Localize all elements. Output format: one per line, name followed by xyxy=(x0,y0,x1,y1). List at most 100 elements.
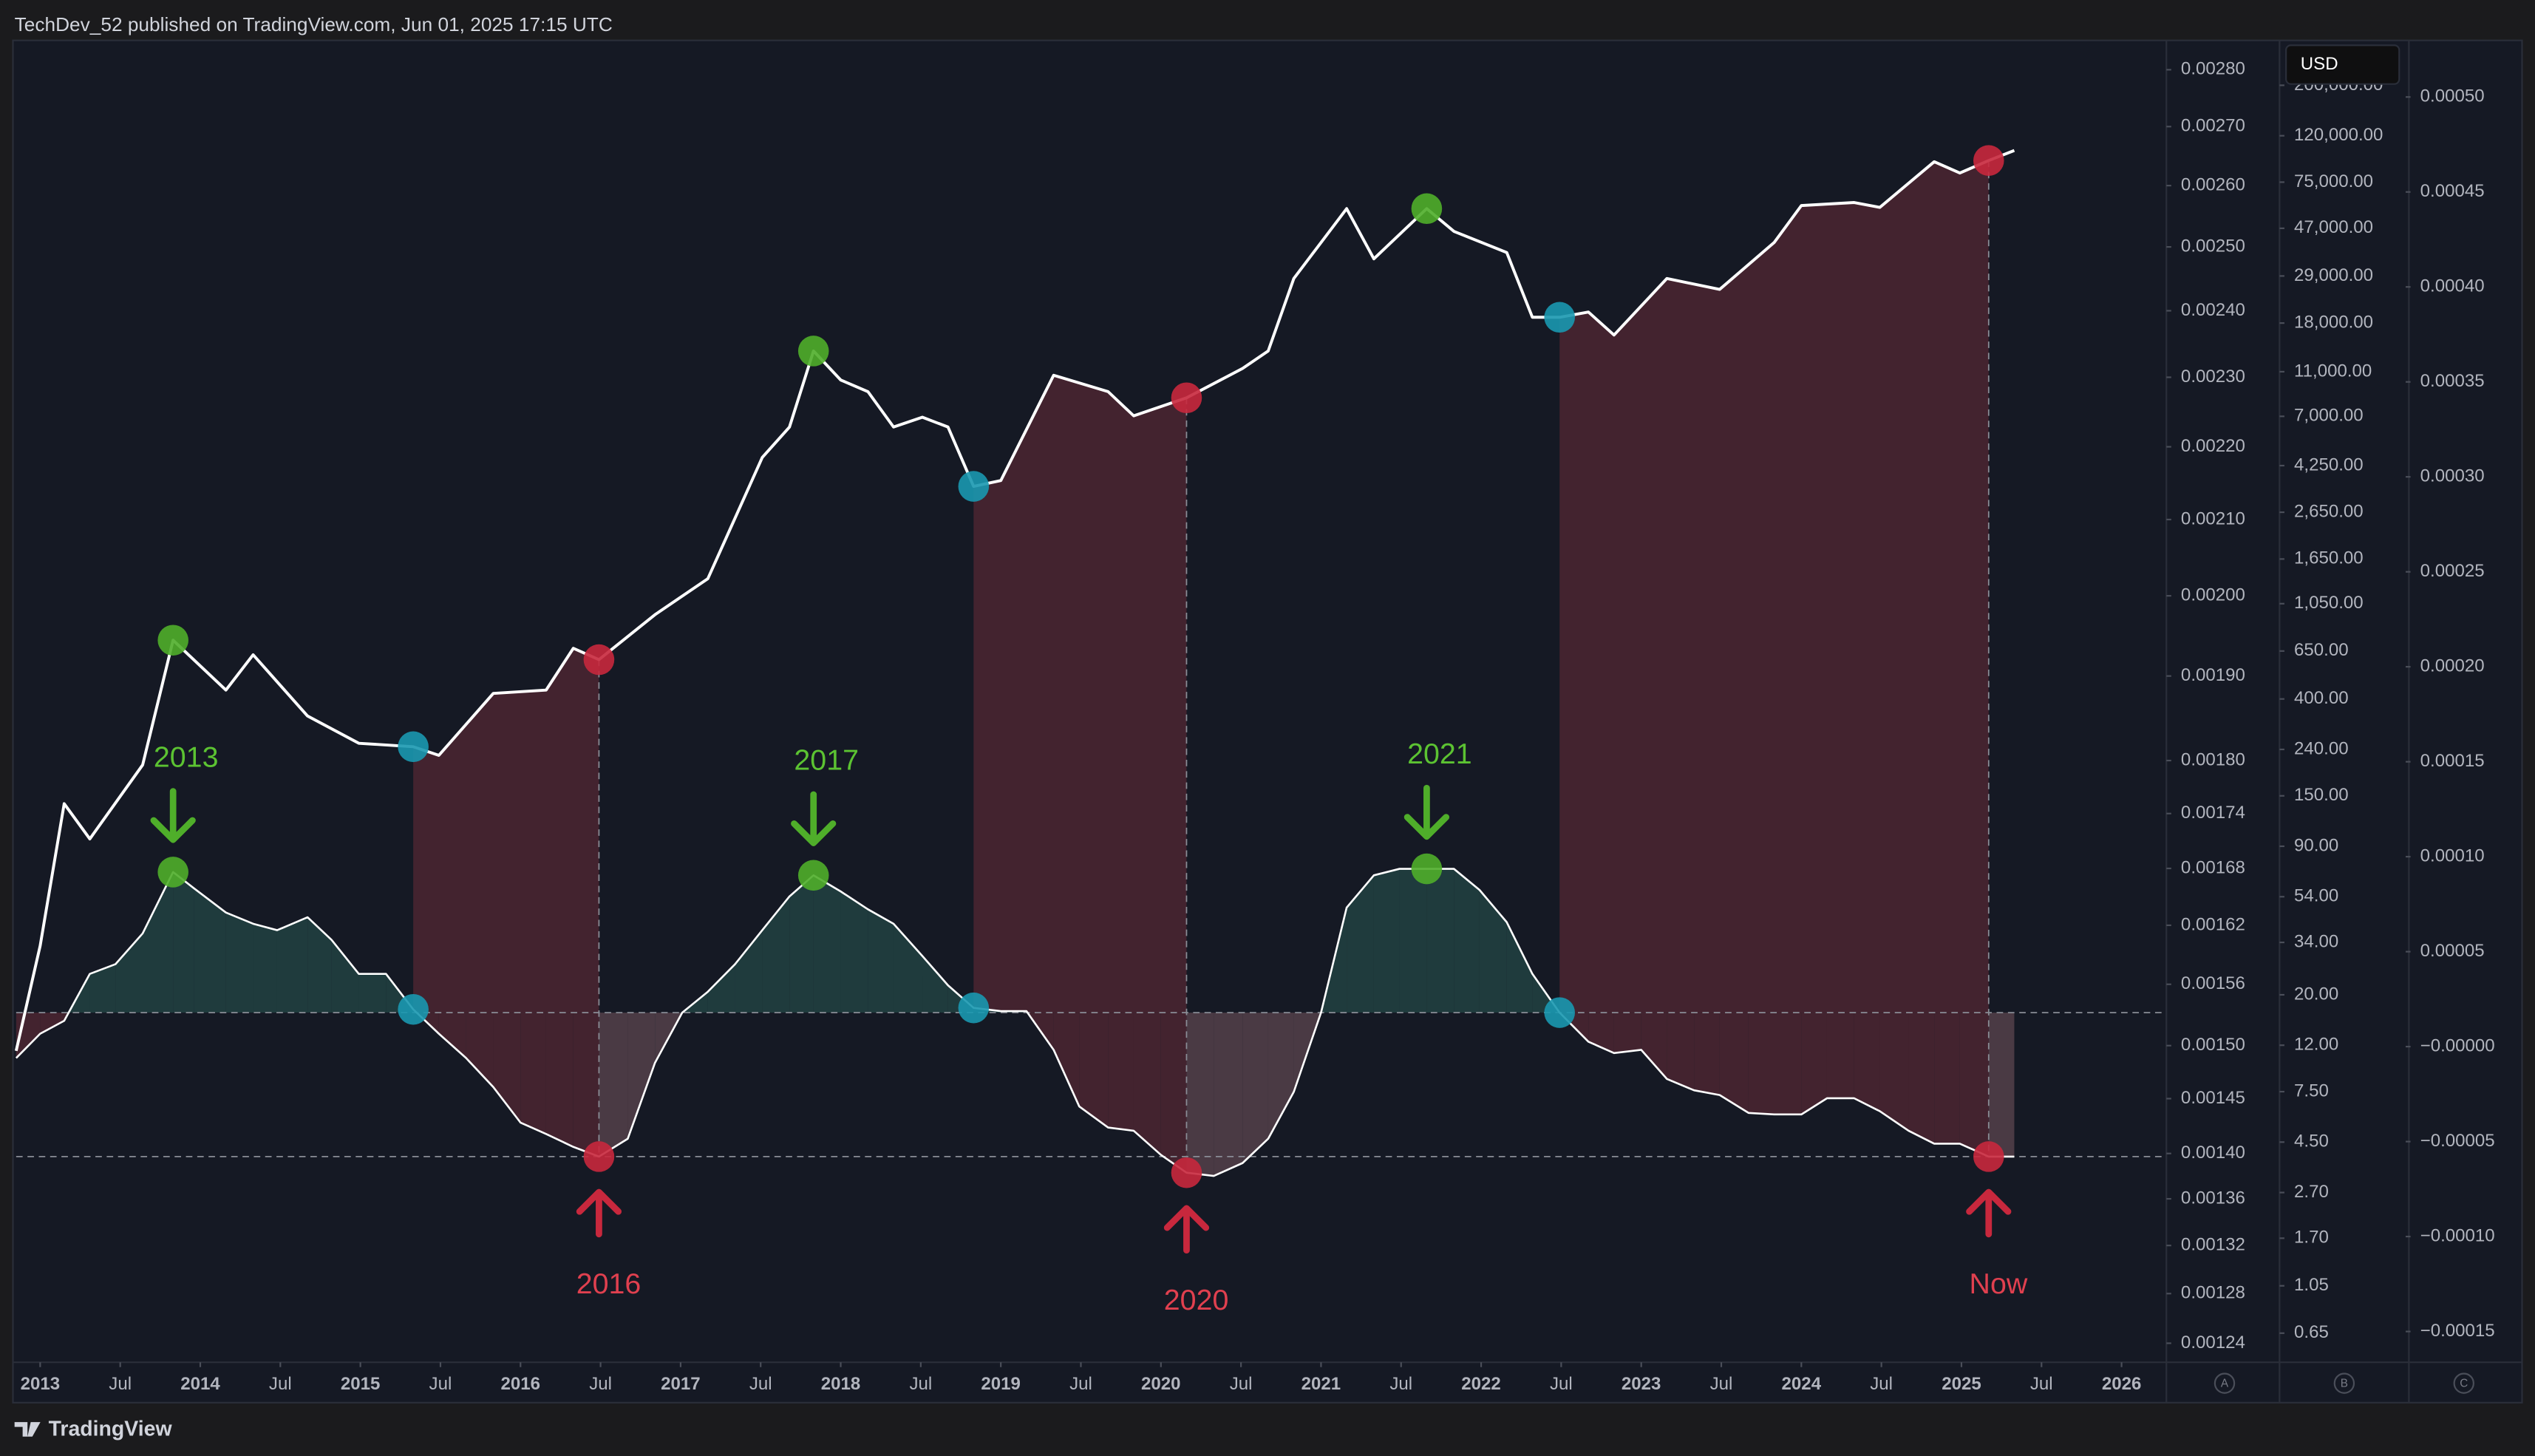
oscillator-fill xyxy=(1801,1013,1827,1115)
y-tick-label: 34.00 xyxy=(2294,931,2338,951)
oscillator-fill xyxy=(1053,1013,1080,1107)
oscillator-fill xyxy=(331,939,359,1013)
y-tick-label: 0.00025 xyxy=(2420,561,2485,581)
y-tick-label: 54.00 xyxy=(2294,886,2338,906)
signal-marker xyxy=(1171,382,1202,414)
oscillator-fill xyxy=(1506,922,1533,1013)
y-tick-label: 0.00220 xyxy=(2181,436,2245,456)
y-tick-label: 2,650.00 xyxy=(2294,501,2364,521)
y-tick-label: 7,000.00 xyxy=(2294,406,2364,426)
arrow xyxy=(1163,1205,1210,1254)
oscillator-fill xyxy=(922,956,948,1013)
y-tick-label: 0.00005 xyxy=(2420,941,2485,961)
signal-marker xyxy=(958,471,990,502)
y-tick-label: 0.00140 xyxy=(2181,1143,2245,1163)
y-tick-label: 400.00 xyxy=(2294,688,2349,708)
oscillator-fill xyxy=(894,923,923,1013)
signal-marker xyxy=(1973,145,2004,176)
y-tick-label: 0.00162 xyxy=(2181,914,2245,934)
oscillator-fill xyxy=(1988,1013,2015,1157)
signal-marker xyxy=(1544,997,1575,1028)
oscillator-fill xyxy=(173,871,194,1013)
x-tick-label: 2024 xyxy=(1782,1374,1822,1394)
axis-letter-badge xyxy=(2333,1372,2355,1394)
y-tick-label: 1.05 xyxy=(2294,1275,2329,1295)
oscillator-fill xyxy=(1399,868,1427,1013)
x-tick-label: 2022 xyxy=(1461,1374,1501,1394)
signal-band xyxy=(1559,160,1989,1013)
y-tick-label: 0.00190 xyxy=(2181,665,2245,685)
y-tick-label: 0.65 xyxy=(2294,1322,2329,1342)
y-tick-label: 1,050.00 xyxy=(2294,593,2364,613)
axis-letter: A xyxy=(2221,1378,2229,1390)
oscillator-fill xyxy=(840,891,868,1013)
y-tick-label: 0.00045 xyxy=(2420,181,2485,201)
axis-letter-badge xyxy=(2453,1372,2474,1394)
arrow xyxy=(1403,784,1450,840)
oscillator-fill xyxy=(307,917,332,1013)
oscillator-fill xyxy=(1347,875,1374,1013)
annotation: 2017 xyxy=(794,744,859,777)
oscillator-fill xyxy=(1826,1013,1854,1098)
arrow xyxy=(1966,1188,2012,1238)
y-tick-label: 0.00156 xyxy=(2181,973,2245,993)
y-tick-label: 0.00168 xyxy=(2181,857,2245,877)
y-tick-label: 12.00 xyxy=(2294,1035,2338,1055)
arrow xyxy=(576,1188,622,1238)
y-tick-label: 47,000.00 xyxy=(2294,217,2373,237)
annotation: 2016 xyxy=(576,1268,642,1300)
oscillator-fill xyxy=(1959,1013,1989,1157)
signal-marker xyxy=(797,336,829,367)
oscillator-fill xyxy=(438,1013,466,1058)
x-tick-label: Jul xyxy=(749,1374,772,1394)
oscillator-fill xyxy=(1613,1013,1641,1053)
header: TechDev_52 published on TradingView.com,… xyxy=(15,13,613,35)
x-tick-label: 2015 xyxy=(341,1374,381,1394)
y-tick-label: 29,000.00 xyxy=(2294,265,2373,285)
y-tick-label: 0.00240 xyxy=(2181,300,2245,320)
y-tick-label: 1.70 xyxy=(2294,1228,2329,1248)
y-tick-label: 0.00145 xyxy=(2181,1088,2245,1108)
y-tick-label: 0.00124 xyxy=(2181,1333,2245,1353)
signal-marker xyxy=(797,860,829,891)
x-tick-label: 2025 xyxy=(1942,1374,1981,1394)
y-tick-label: −0.00000 xyxy=(2420,1035,2495,1055)
oscillator-fill xyxy=(194,888,226,1013)
oscillator-fill xyxy=(466,1013,494,1087)
axis-letter: B xyxy=(2341,1378,2348,1390)
signal-marker xyxy=(398,993,429,1025)
oscillator-fill xyxy=(1186,1013,1214,1177)
oscillator-fill xyxy=(253,923,277,1013)
oscillator-fill xyxy=(707,964,735,1013)
oscillator-fill xyxy=(276,917,308,1013)
signal-marker xyxy=(157,857,188,888)
oscillator-fill xyxy=(868,909,894,1013)
y-tick-label: 0.00050 xyxy=(2420,86,2485,106)
x-tick-label: Jul xyxy=(429,1374,452,1394)
x-tick-label: 2019 xyxy=(981,1374,1021,1394)
x-tick-label: Jul xyxy=(909,1374,932,1394)
y-tick-label: 0.00015 xyxy=(2420,751,2485,771)
signal-marker xyxy=(1411,853,1443,885)
oscillator-fill xyxy=(1079,1013,1109,1128)
oscillator-fill xyxy=(1719,1013,1749,1113)
oscillator-fill xyxy=(735,930,763,1013)
arrow xyxy=(150,788,196,843)
y-tick-label: 0.00200 xyxy=(2181,585,2245,605)
y-tick-label: 0.00174 xyxy=(2181,803,2245,823)
oscillator-fill xyxy=(1854,1013,1880,1112)
axes: 0.00280 0.00270 0.00260 0.00250 0.00240 0.002… xyxy=(21,59,2495,1394)
oscillator-fill xyxy=(89,964,116,1013)
y-tick-label: 0.00280 xyxy=(2181,59,2245,79)
oscillator-fill xyxy=(1160,1013,1187,1173)
oscillator-fill xyxy=(1373,868,1400,1013)
x-tick-label: Jul xyxy=(2030,1374,2053,1394)
y-tick-label: 150.00 xyxy=(2294,785,2349,805)
y-tick-label: 650.00 xyxy=(2294,640,2349,660)
oscillator-fill xyxy=(358,973,387,1013)
y-tick-label: 0.00210 xyxy=(2181,508,2245,528)
signal-marker xyxy=(958,992,990,1024)
y-tick-label: 20.00 xyxy=(2294,984,2338,1004)
